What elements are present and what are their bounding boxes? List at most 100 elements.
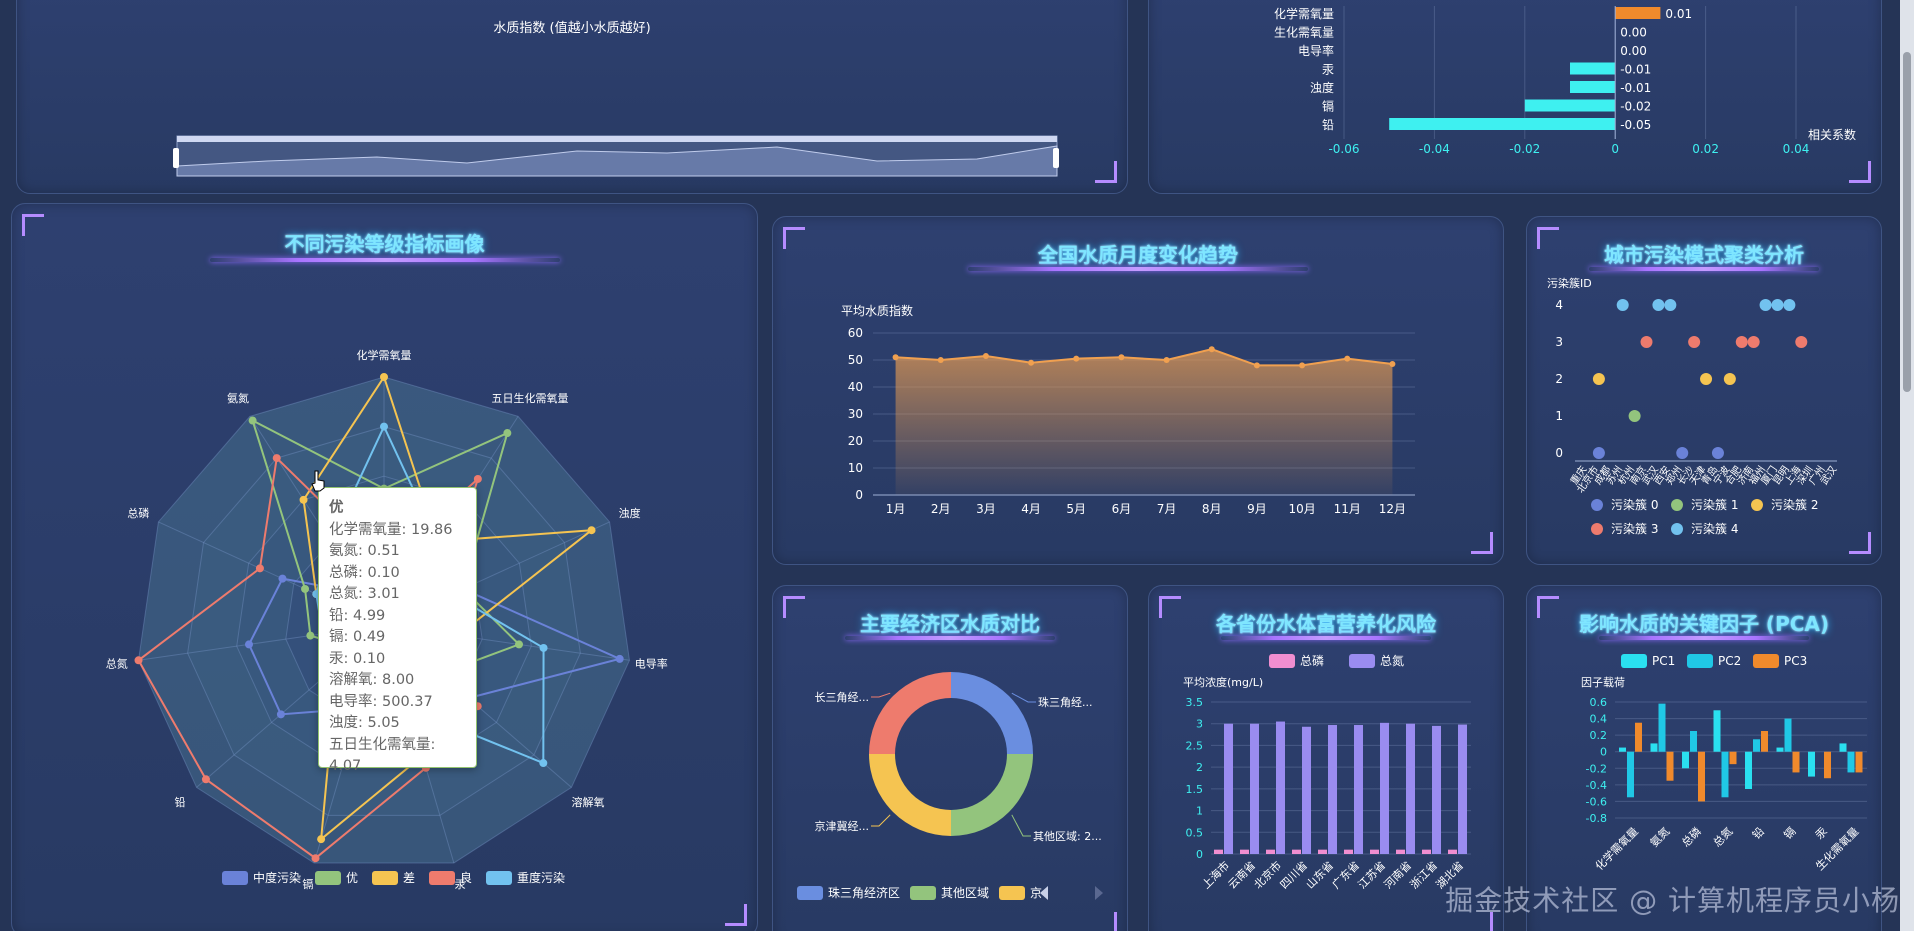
province-bar [1422,849,1431,854]
pca-bar [1713,710,1721,752]
trend-area-chart[interactable]: 平均水质指数 0 10 20 30 40 50 60 1月 2月 3月 4月 5月 6月 7月 8月 9月 10月… [773,217,1505,566]
province-bar [1266,849,1275,854]
legend-swatch [315,871,341,885]
cluster-point [1747,336,1760,348]
radar-indicator-label: 汞 [455,878,466,891]
donut-label: 京津冀经... [815,819,870,833]
tick-label: 3.5 [1186,696,1204,709]
pca-bar [1721,751,1729,798]
tick-label: -0.2 [1586,762,1607,775]
x-tick-label: 上海市 [1199,858,1232,891]
legend-dot [1671,523,1683,535]
tick-label: 40 [848,380,863,394]
correlation-bar-chart: -0.06 -0.04 -0.02 0 0.02 0.04 化学需氧量 0.01 生化需氧量 0.… [1274,6,1856,156]
cluster-scatter-chart[interactable]: 污染簇ID01234重庆北京市成都苏州杭州南京武汉西安郑州长沙天津青岛宁波合肥济… [1527,217,1883,566]
cluster-point [1688,336,1701,348]
value-label: -0.01 [1620,63,1651,77]
donut-slice [951,754,1033,836]
data-zoom-slider[interactable] [17,0,1129,195]
radar-point [317,835,326,844]
legend-dot [1751,499,1763,511]
legend-label: PC1 [1652,654,1675,668]
cluster-point [1676,447,1689,459]
tick-label: 1 [1555,409,1563,423]
legend-label: 污染簇 3 [1611,521,1658,536]
cluster-point [1735,336,1748,348]
radar-indicator-label: 浊度 [619,506,641,520]
province-bar [1250,723,1259,854]
legend-label: 重度污染 [517,870,565,885]
slider-handle-left [173,148,179,168]
pca-bar [1847,751,1855,773]
tick-label: 20 [848,434,863,448]
tick-label: 30 [848,407,863,421]
radar-indicator-label: 化学需氧量 [357,348,412,362]
province-bar [1406,723,1415,854]
pca-bar [1792,751,1800,773]
water-index-panel: 水质指数 (值越小水质越好) [16,0,1128,194]
province-bar [1380,722,1389,854]
donut-label: 其他区域: 2... [1033,830,1102,843]
tick-label: 3 [1196,718,1203,731]
tick-label: 4 [1555,298,1563,312]
tooltip-line: 化学需氧量: 19.86 [329,521,453,538]
legend-label: 京 [1030,886,1042,900]
province-bar [1214,849,1223,854]
province-bar [1344,849,1353,854]
trend-area [895,349,1393,495]
label-leader-line [1011,814,1031,837]
radar-indicator-label: 电导率 [635,656,668,670]
province-bar [1370,849,1379,854]
tooltip-line: 汞: 0.10 [329,650,386,667]
pca-title: 影响水质的关键因子 (PCA) [1578,612,1830,636]
x-tick-label: 云南省 [1226,859,1259,892]
correlation-panel: -0.06 -0.04 -0.02 0 0.02 0.04 化学需氧量 0.01 生化需氧量 0.… [1148,0,1882,194]
panel-corner [1471,912,1493,931]
correlation-bar [1389,118,1616,130]
legend-swatch [1349,654,1375,668]
cluster-point [1700,373,1713,385]
pca-bar-chart[interactable]: PC1 PC2 PC3 因子载荷 0.6 0.4 0.2 0 -0.2 -0.4 -0.6 -0.8化… [1527,586,1883,931]
trend-point [1389,361,1396,368]
radar-point [134,656,143,665]
panel-corner [1095,161,1117,183]
panel-corner [725,904,747,926]
trend-point [1253,362,1260,369]
tick-label: -0.06 [1328,142,1359,156]
tooltip-line: 总磷: 0.10 [329,564,400,581]
legend-swatch [1753,654,1779,668]
radar-point [587,526,596,535]
trend-point [1118,354,1125,361]
tooltip-line: 溶解氧: 8.00 [329,672,415,688]
radar-point [473,474,482,483]
category-label: 电导率 [1298,43,1334,58]
legend-swatch [486,871,512,885]
x-tick-label: 江苏省 [1356,859,1389,892]
economic-donut-chart[interactable]: 珠三角经... 其他区域: 2... 京津冀经... 长三角经... 珠三角经济区 其他区… [773,586,1129,931]
radar-point [539,759,548,768]
y-axis-label: 污染簇ID [1547,276,1592,290]
legend-dot [1671,499,1683,511]
radar-point [244,640,253,649]
mouse-cursor-icon [311,470,325,492]
trend-point [1028,359,1035,366]
scrollbar-thumb[interactable] [1903,52,1911,392]
tick-label: 0.5 [1186,826,1204,839]
panel-corner [22,214,44,236]
radar-point [201,775,210,784]
x-tick-label: 四川省 [1278,859,1311,892]
x-tick-label: 氨氮 [1647,824,1672,849]
legend-label: 污染簇 4 [1691,521,1738,536]
x-tick-label: 9月 [1247,502,1267,516]
x-tick-label: 铅 [1749,824,1767,842]
tick-label: 0.2 [1590,729,1608,742]
pca-bar [1635,722,1642,752]
legend-label: 污染簇 2 [1771,497,1818,512]
page-scrollbar[interactable] [1900,0,1914,931]
cluster-point [1592,373,1605,385]
legend-swatch [372,871,398,885]
title-underline [1221,636,1431,640]
category-label: 镉 [1322,100,1334,114]
correlation-bar [1615,7,1661,19]
